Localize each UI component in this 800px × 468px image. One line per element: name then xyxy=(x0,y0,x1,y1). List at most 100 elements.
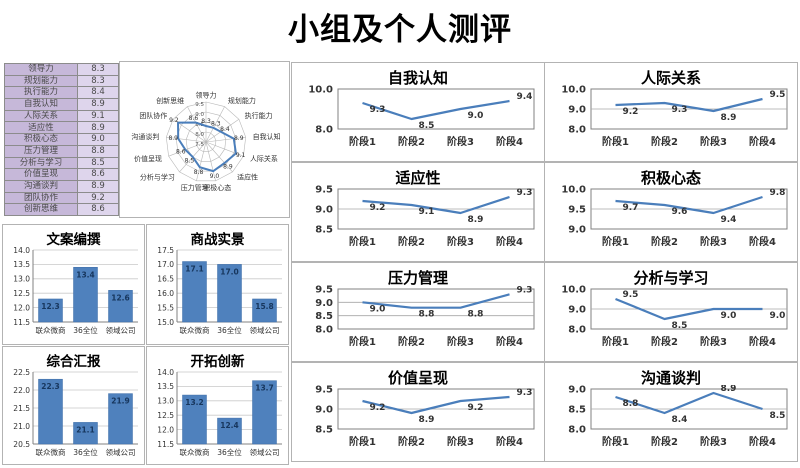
y-axis-tick: 13.5 xyxy=(157,382,174,391)
bar xyxy=(182,261,207,323)
radar-axis-label: 分析与学习 xyxy=(140,173,175,182)
x-axis-tick: 阶段2 xyxy=(651,135,678,148)
y-axis-tick: 17.5 xyxy=(157,246,174,255)
y-axis-tick: 8.5 xyxy=(315,425,333,436)
bar xyxy=(73,422,98,445)
x-axis-tick: 联众微商 xyxy=(180,325,210,335)
y-axis-tick: 13.5 xyxy=(13,260,30,269)
radar-data-label: 8.6 xyxy=(176,149,186,156)
x-axis-tick: 领域公司 xyxy=(106,325,136,335)
line-plot: 8.5 9.0 9.5 9.2 阶段1 8.9 阶段2 9.2 阶段3 9.3 阶段4 xyxy=(315,385,535,448)
bar-plot: 11.5 12.0 12.5 13.0 13.5 14.0 13.2 联众微商 12.4 36全位… xyxy=(157,368,282,457)
table-cell-value: 9.2 xyxy=(77,191,119,205)
data-label: 12.4 xyxy=(220,421,239,430)
table-cell-label: 自我认知 xyxy=(4,98,78,111)
radar-plot: 9.59.08.58.07.58.3 8.38.48.99.18.99.08.88… xyxy=(131,91,280,193)
y-axis-tick: 12.5 xyxy=(157,411,174,420)
chart-title: 适应性 xyxy=(395,169,441,187)
data-label: 9.0 xyxy=(468,111,484,121)
radar-axis-label: 团队协作 xyxy=(139,111,167,120)
line-plot: 8.0 9.0 10.0 9.5 阶段1 8.5 阶段2 9.0 阶段3 9.0 阶段4 xyxy=(561,285,788,348)
y-axis-tick: 12.0 xyxy=(13,303,30,312)
data-label: 8.5 xyxy=(419,121,435,131)
x-axis-tick: 阶段1 xyxy=(349,335,376,348)
y-axis-tick: 13.0 xyxy=(157,397,174,406)
y-axis-tick: 14.0 xyxy=(13,246,30,255)
y-axis-tick: 9.5 xyxy=(315,385,333,396)
y-axis-tick: 15.5 xyxy=(157,303,174,312)
y-axis-tick: 9.5 xyxy=(568,205,586,216)
table-cell-label: 积极心态 xyxy=(4,133,78,146)
x-axis-tick: 36全位 xyxy=(73,325,98,335)
radar-axis-label: 创新思维 xyxy=(156,96,184,105)
radar-scale-tick: 8.0 xyxy=(195,132,204,138)
data-label: 21.9 xyxy=(111,397,130,406)
y-axis-tick: 15.0 xyxy=(157,318,174,327)
y-axis-tick: 10.0 xyxy=(561,285,586,296)
data-label: 8.9 xyxy=(468,215,484,225)
table-row: 创新思维 8.6 xyxy=(4,203,119,216)
y-axis-tick: 9.0 xyxy=(568,305,586,316)
data-label: 9.3 xyxy=(517,285,533,295)
x-axis-tick: 阶段1 xyxy=(349,435,376,448)
data-label: 8.4 xyxy=(672,415,688,425)
table-cell-label: 规划能力 xyxy=(4,74,78,88)
table-row: 积极心态 9.0 xyxy=(4,133,119,146)
bar xyxy=(108,393,133,445)
y-axis-tick: 9.0 xyxy=(315,298,333,309)
radar-data-label: 9.1 xyxy=(236,152,246,159)
data-label: 9.8 xyxy=(770,188,786,198)
x-axis-tick: 阶段2 xyxy=(398,235,425,248)
table-cell-label: 执行能力 xyxy=(4,86,78,100)
table-cell-value: 9.1 xyxy=(77,109,119,123)
table-cell-value: 8.5 xyxy=(77,156,119,170)
table-cell-value: 8.6 xyxy=(77,203,119,216)
x-axis-tick: 36全位 xyxy=(73,447,98,457)
y-axis-tick: 8.5 xyxy=(315,225,333,236)
x-axis-tick: 联众微商 xyxy=(180,447,210,457)
chart-title: 压力管理 xyxy=(387,269,448,287)
data-label: 17.0 xyxy=(220,267,239,276)
data-label: 8.8 xyxy=(468,310,484,320)
data-label: 12.6 xyxy=(111,293,130,302)
x-axis-tick: 阶段1 xyxy=(602,235,629,248)
data-label: 9.0 xyxy=(721,311,737,321)
radar-chart-panel: 9.5 9.0 8.5 8.0 7.5 8.3 8.3 8.4 8.9 9.1 8.9 9.0 8.8 8… xyxy=(119,61,290,218)
table-cell-label: 适应性 xyxy=(4,121,78,135)
data-label: 13.4 xyxy=(76,270,95,279)
radar-scale-tick: 9.5 xyxy=(195,102,204,108)
bar xyxy=(38,378,63,445)
table-cell-label: 创新思维 xyxy=(4,203,78,216)
line-chart-stress-management: 压力管理 8.0 8.5 9.0 9.5 9.0 阶段1 8.8 阶段2 8.8 阶段3 9.3 阶段4 xyxy=(291,262,545,362)
y-axis-tick: 11.5 xyxy=(157,440,174,449)
data-label: 9.2 xyxy=(468,403,484,413)
data-label: 8.5 xyxy=(672,321,688,331)
table-row: 压力管理 8.8 xyxy=(4,144,119,158)
table-cell-value: 8.9 xyxy=(77,98,119,111)
bar xyxy=(108,290,133,323)
x-axis-tick: 阶段1 xyxy=(349,235,376,248)
chart-title: 商战实景 xyxy=(190,232,245,248)
x-axis-tick: 阶段3 xyxy=(447,135,474,148)
x-axis-tick: 阶段4 xyxy=(496,135,523,148)
x-axis-tick: 阶段4 xyxy=(749,135,776,148)
radar-data-label: 8.9 xyxy=(168,135,178,142)
chart-title: 人际关系 xyxy=(640,69,701,87)
data-label: 9.3 xyxy=(517,188,533,198)
data-label: 8.9 xyxy=(721,385,737,394)
y-axis-tick: 10.0 xyxy=(561,85,586,96)
y-axis-tick: 22.5 xyxy=(13,368,30,377)
table-cell-value: 8.3 xyxy=(77,74,119,88)
chart-title: 自我认知 xyxy=(387,69,448,87)
table-cell-value: 9.0 xyxy=(77,133,119,146)
chart-title: 文案编撰 xyxy=(46,232,101,248)
y-axis-tick: 9.0 xyxy=(568,385,586,396)
y-axis-tick: 10.0 xyxy=(561,185,586,196)
x-axis-tick: 阶段2 xyxy=(398,335,425,348)
x-axis-tick: 阶段2 xyxy=(651,235,678,248)
x-axis-tick: 阶段4 xyxy=(749,335,776,348)
line-chart-value-presentation: 价值呈现 8.5 9.0 9.5 9.2 阶段1 8.9 阶段2 9.2 阶段3 9.3 阶段4 xyxy=(291,362,545,462)
table-cell-label: 团队协作 xyxy=(4,191,78,205)
radar-data-label: 8.6 xyxy=(189,115,199,122)
y-axis-tick: 9.0 xyxy=(315,405,333,416)
